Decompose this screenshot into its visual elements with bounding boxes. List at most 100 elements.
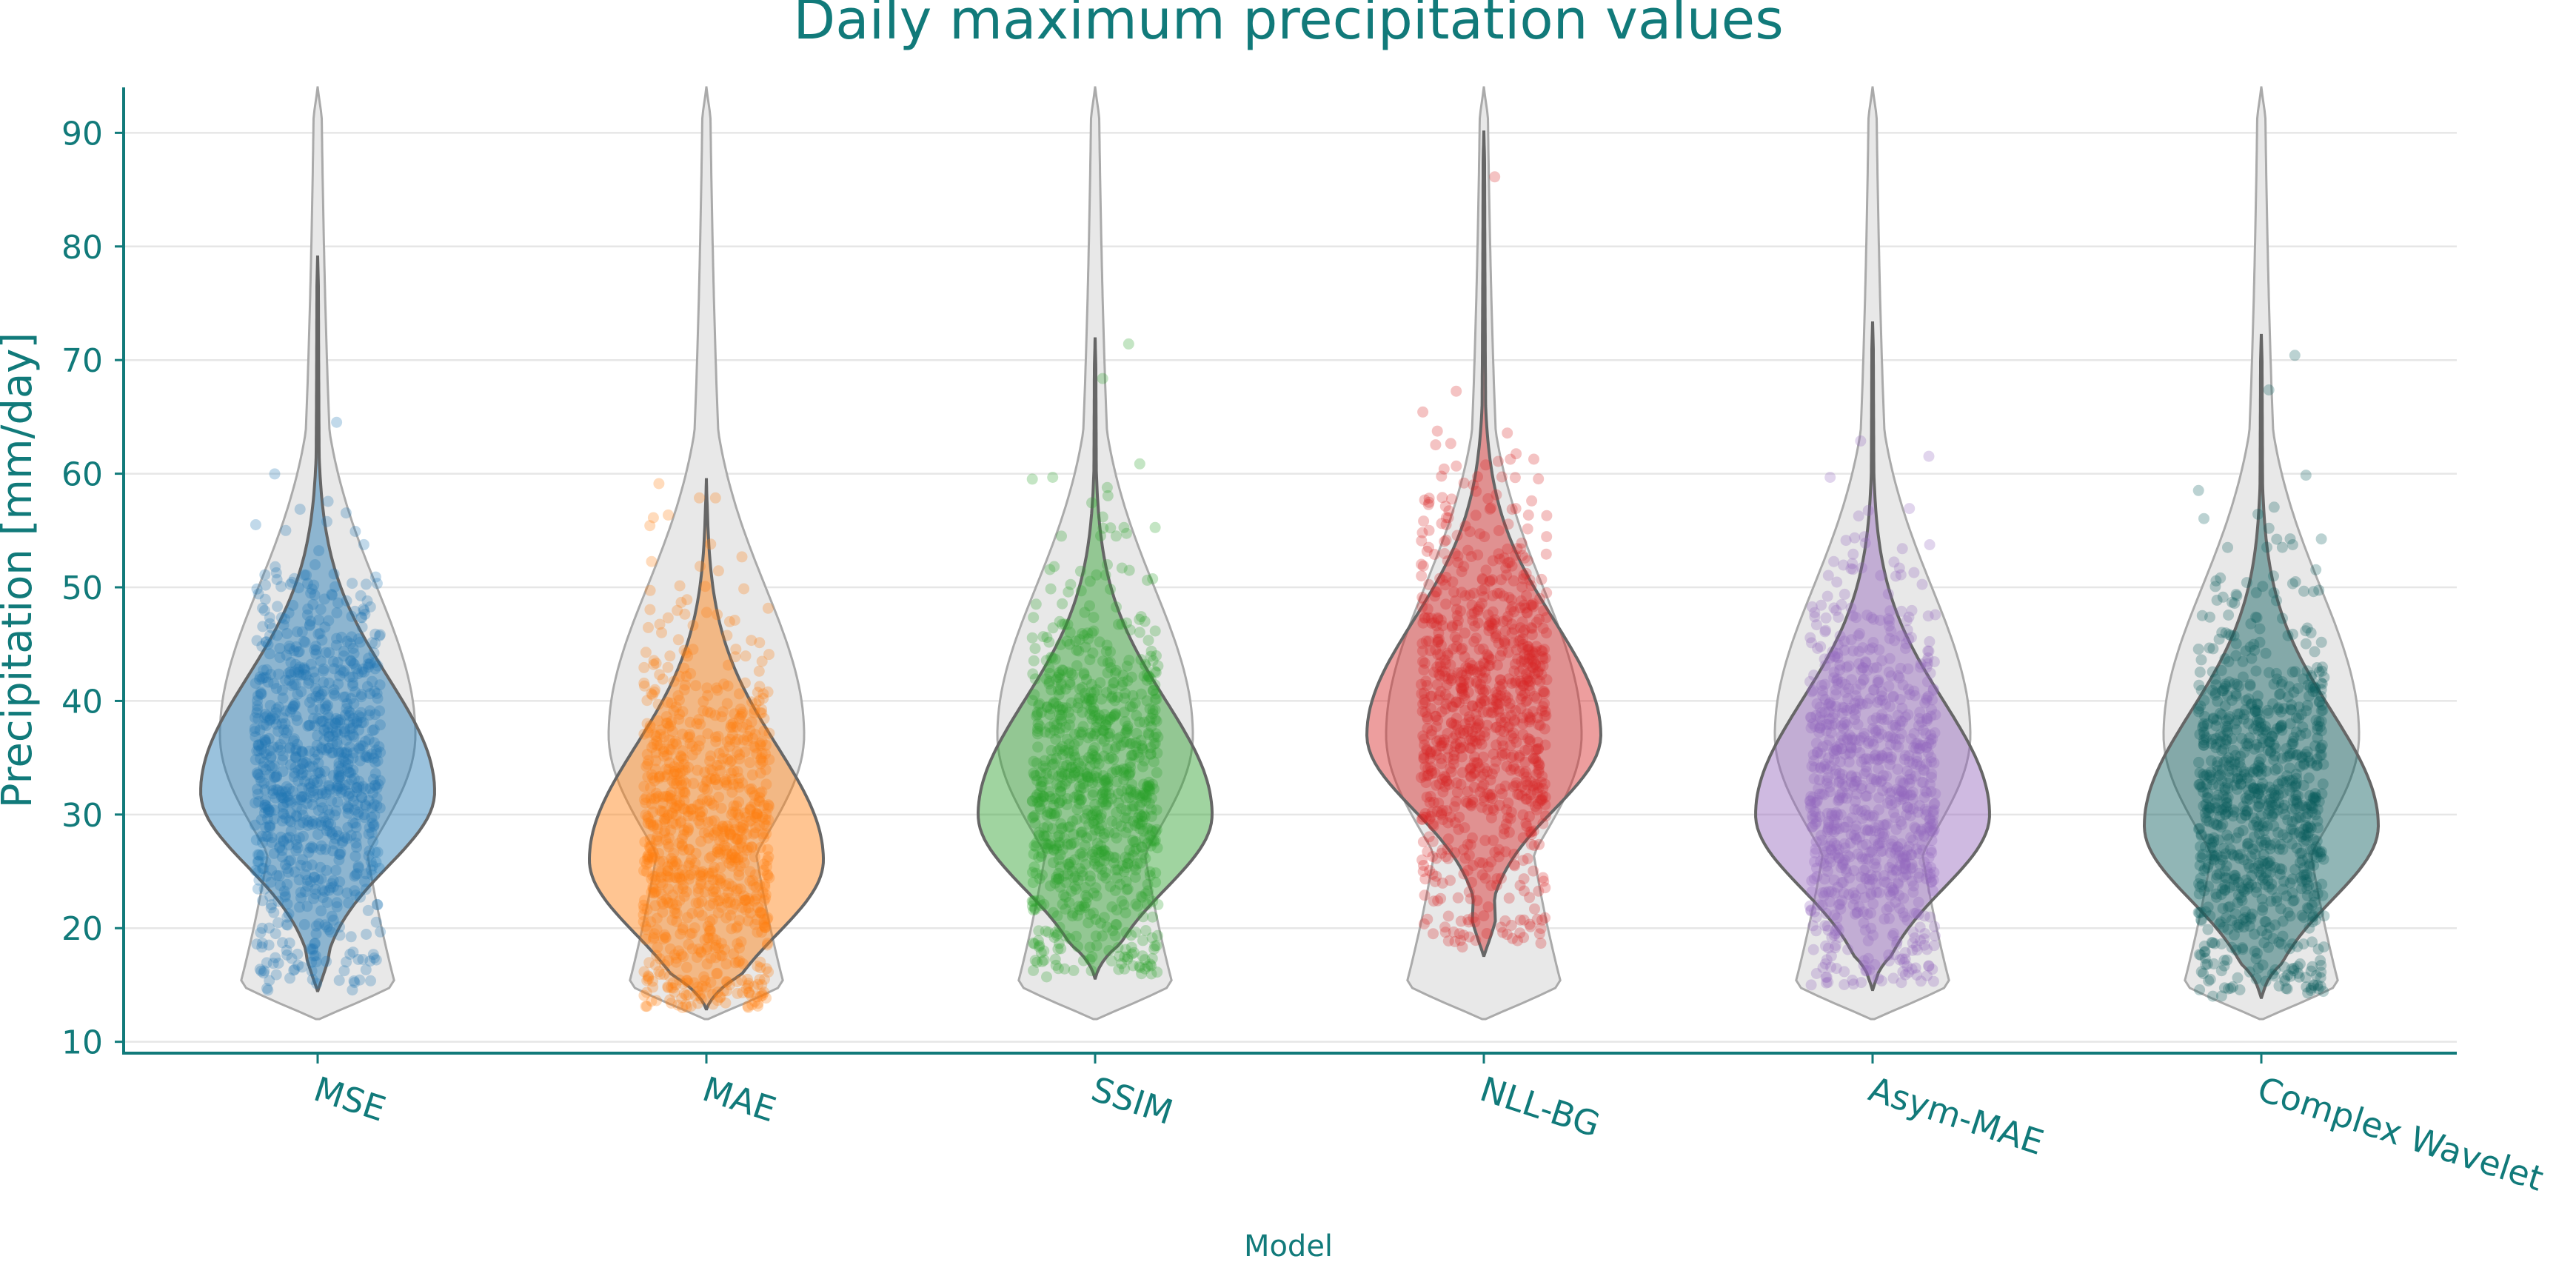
data-point	[367, 818, 378, 829]
data-point	[1431, 586, 1442, 598]
data-point	[1517, 663, 1529, 675]
data-point	[718, 892, 730, 904]
data-point	[1841, 719, 1853, 731]
data-point	[328, 568, 340, 580]
data-point	[264, 712, 276, 724]
data-point	[2207, 990, 2218, 1002]
data-point	[269, 468, 281, 480]
data-point	[1517, 680, 1529, 692]
data-point	[327, 914, 339, 926]
data-point	[2317, 778, 2329, 790]
data-point	[304, 620, 315, 632]
data-point	[281, 791, 292, 803]
data-point	[1495, 574, 1507, 586]
data-point	[1522, 510, 1534, 521]
data-point	[1148, 944, 1160, 955]
data-point	[373, 630, 385, 642]
model-violins	[199, 130, 2381, 1011]
data-point	[1047, 758, 1059, 770]
data-point	[1816, 599, 1827, 611]
data-point	[292, 664, 304, 675]
data-point	[281, 727, 292, 739]
data-point	[328, 684, 340, 695]
data-point	[277, 692, 289, 704]
data-point	[1907, 787, 1918, 798]
data-point	[1440, 518, 1452, 530]
data-point	[1859, 955, 1870, 966]
data-point	[338, 665, 350, 677]
data-point	[259, 735, 271, 746]
data-point	[1054, 829, 1065, 841]
data-point	[1882, 588, 1894, 600]
data-point	[314, 704, 326, 715]
data-point	[316, 688, 328, 700]
data-point	[293, 832, 305, 844]
data-point	[729, 651, 741, 663]
data-point	[701, 944, 713, 955]
data-point	[760, 820, 772, 832]
data-point	[1435, 752, 1447, 764]
data-point	[334, 921, 345, 933]
data-point	[1143, 635, 1154, 647]
data-point	[272, 917, 284, 929]
data-point	[297, 758, 309, 769]
data-point	[356, 621, 368, 633]
data-point	[1916, 578, 1928, 590]
data-point	[644, 520, 656, 532]
data-point	[369, 638, 381, 650]
data-point	[1086, 497, 1097, 509]
data-point	[270, 561, 281, 572]
data-point	[367, 637, 378, 649]
data-point	[1462, 838, 1473, 850]
data-point	[341, 735, 352, 746]
data-point	[261, 812, 273, 824]
data-point	[269, 772, 281, 784]
data-point	[1052, 963, 1064, 975]
data-point	[272, 958, 284, 969]
data-point	[1027, 877, 1039, 889]
data-point	[1469, 916, 1481, 928]
data-point	[340, 691, 352, 703]
data-point	[1910, 962, 1921, 974]
data-point	[1068, 964, 1080, 976]
data-point	[1850, 771, 1862, 783]
data-point	[276, 851, 288, 863]
data-point	[1533, 473, 1545, 485]
data-point	[1451, 460, 1462, 472]
data-point	[331, 607, 343, 618]
data-point	[1092, 712, 1104, 724]
data-point	[301, 861, 312, 872]
data-point	[1887, 972, 1899, 984]
data-point	[668, 847, 680, 859]
data-point	[305, 658, 317, 670]
data-point	[351, 715, 363, 727]
data-point	[277, 792, 289, 804]
data-point	[291, 801, 303, 812]
data-point	[320, 787, 332, 798]
data-point	[367, 860, 378, 872]
data-point	[315, 604, 327, 615]
data-point	[1087, 745, 1099, 757]
data-point	[371, 898, 383, 910]
data-point	[640, 647, 652, 658]
data-point	[1484, 503, 1496, 515]
data-point	[278, 835, 290, 847]
data-point	[1114, 878, 1126, 890]
data-point	[250, 731, 261, 743]
data-point	[1420, 675, 1432, 687]
data-point	[343, 778, 355, 790]
data-point	[709, 492, 721, 504]
data-point	[335, 631, 347, 643]
data-point	[638, 661, 650, 673]
points-mse	[249, 416, 387, 996]
data-point	[2271, 533, 2283, 545]
data-point	[1834, 664, 1846, 676]
data-point	[315, 784, 327, 796]
data-point	[262, 807, 274, 818]
data-point	[363, 661, 374, 673]
data-point	[362, 658, 374, 670]
data-point	[286, 576, 298, 588]
data-point	[296, 791, 308, 802]
data-point	[1927, 826, 1939, 838]
data-point	[332, 678, 344, 690]
